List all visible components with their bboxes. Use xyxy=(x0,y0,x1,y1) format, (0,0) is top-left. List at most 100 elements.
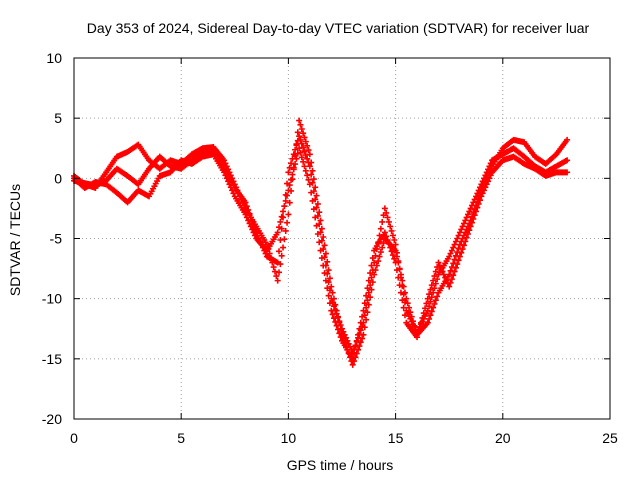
data-point xyxy=(305,159,312,166)
data-point xyxy=(305,147,312,154)
data-point xyxy=(486,163,493,170)
data-point xyxy=(282,197,289,204)
data-point xyxy=(296,117,303,124)
data-point xyxy=(448,276,455,283)
chart-title: Day 353 of 2024, Sidereal Day-to-day VTE… xyxy=(87,20,590,36)
data-point xyxy=(466,208,473,215)
data-point xyxy=(430,304,437,311)
data-point xyxy=(367,282,374,289)
data-point xyxy=(447,250,454,257)
data-point xyxy=(284,219,291,226)
data-point xyxy=(301,163,308,170)
data-point xyxy=(431,285,438,292)
data-point xyxy=(451,241,458,248)
data-point xyxy=(463,234,470,241)
data-point xyxy=(322,250,329,257)
y-tick-label: 10 xyxy=(46,50,62,66)
data-point xyxy=(448,247,455,254)
data-point xyxy=(458,249,465,256)
data-point xyxy=(455,257,462,264)
data-point xyxy=(352,343,359,350)
data-point xyxy=(334,326,341,333)
data-point xyxy=(318,225,325,232)
data-point xyxy=(288,176,295,183)
data-point xyxy=(285,187,292,194)
data-point xyxy=(477,197,484,204)
data-point xyxy=(418,319,425,326)
data-point xyxy=(304,155,311,162)
data-point xyxy=(320,262,327,269)
data-point xyxy=(383,233,390,240)
data-point xyxy=(459,246,466,253)
data-point xyxy=(467,205,474,212)
data-point xyxy=(302,138,309,145)
series-track-3 xyxy=(71,145,571,362)
data-point xyxy=(325,292,332,299)
data-point xyxy=(459,223,466,230)
data-point xyxy=(363,304,370,311)
y-tick-label: -5 xyxy=(50,231,63,247)
data-point xyxy=(301,148,308,155)
grid xyxy=(74,58,610,419)
data-point xyxy=(276,224,283,231)
data-point xyxy=(475,200,482,207)
data-point xyxy=(428,282,435,289)
data-point xyxy=(397,289,404,296)
data-point xyxy=(431,300,438,307)
data-point xyxy=(464,211,471,218)
data-point xyxy=(333,322,340,329)
data-point xyxy=(388,227,395,234)
data-point xyxy=(483,181,490,188)
data-point xyxy=(481,175,488,182)
data-point xyxy=(282,227,289,234)
data-point xyxy=(430,289,437,296)
data-point xyxy=(473,208,479,215)
data-point xyxy=(317,217,324,224)
data-point xyxy=(462,238,469,245)
data-point xyxy=(423,300,430,307)
data-point xyxy=(373,262,380,269)
x-tick-label: 0 xyxy=(70,430,78,446)
data-point xyxy=(400,304,407,311)
data-point xyxy=(564,169,571,176)
data-point xyxy=(310,176,317,183)
data-point xyxy=(442,274,449,281)
data-point xyxy=(355,331,362,338)
data-point xyxy=(392,241,399,248)
data-point xyxy=(277,218,284,225)
data-point xyxy=(481,187,488,194)
data-point xyxy=(349,361,356,368)
data-point xyxy=(443,277,450,284)
data-point xyxy=(280,208,287,215)
data-point xyxy=(482,172,489,179)
data-point xyxy=(368,286,375,293)
data-point xyxy=(294,129,301,136)
data-point xyxy=(432,297,439,304)
data-point xyxy=(270,264,277,271)
data-point xyxy=(367,294,374,301)
x-axis-label: GPS time / hours xyxy=(287,457,394,473)
data-point xyxy=(439,268,446,275)
data-point xyxy=(223,175,230,182)
data-point xyxy=(330,303,337,310)
data-point xyxy=(364,285,371,292)
data-point xyxy=(300,130,307,137)
data-point xyxy=(304,142,311,149)
data-point xyxy=(455,232,462,239)
data-point xyxy=(387,244,394,251)
data-point xyxy=(286,164,293,171)
data-point xyxy=(387,223,394,230)
data-point xyxy=(415,329,422,336)
data-point xyxy=(320,233,327,240)
data-point xyxy=(363,292,370,299)
data-point xyxy=(298,154,305,161)
data-point xyxy=(297,149,304,156)
data-point xyxy=(471,196,478,203)
data-point xyxy=(458,226,465,233)
data-point xyxy=(300,158,307,165)
data-point xyxy=(430,277,437,284)
data-point xyxy=(388,248,395,255)
data-point xyxy=(470,215,477,222)
data-point xyxy=(422,305,429,312)
data-point xyxy=(391,237,398,244)
